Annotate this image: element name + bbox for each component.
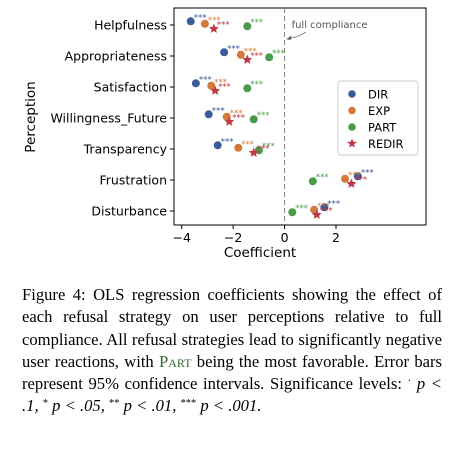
data-point <box>200 19 209 28</box>
significance-label: *** <box>212 106 225 116</box>
data-point <box>213 141 222 150</box>
data-point <box>236 50 245 59</box>
data-point <box>320 203 329 212</box>
data-point <box>243 22 252 31</box>
significance-label: *** <box>217 21 230 31</box>
annotation-arrow-head <box>286 35 292 40</box>
significance-label: *** <box>199 75 212 85</box>
significance-label: *** <box>316 173 329 183</box>
significance-label: *** <box>250 80 263 90</box>
data-point <box>242 54 253 64</box>
legend-marker <box>348 106 356 115</box>
series-exp: ********************* <box>200 16 361 214</box>
sig-level-2-text: p < .05, <box>52 396 109 416</box>
data-point <box>346 178 357 188</box>
data-point <box>249 115 258 124</box>
significance-label: *** <box>320 207 333 217</box>
significance-label: *** <box>250 18 263 28</box>
category-label: Willingness_Future <box>50 111 167 126</box>
series-part: ********************* <box>243 18 329 217</box>
data-point <box>224 116 235 126</box>
sig-level-3-text: p < .01, <box>123 396 181 416</box>
sig-level-2-mark: * <box>42 398 48 410</box>
significance-label: *** <box>257 145 270 155</box>
legend: DIR EXP PART REDIR <box>337 80 419 156</box>
data-point <box>186 17 195 26</box>
series-redir: ********************* <box>208 21 367 219</box>
x-tick-label: 0 <box>281 230 289 245</box>
significance-label: *** <box>208 16 221 26</box>
caption-text-1: OLS regression coefficients showing the … <box>22 285 442 371</box>
significance-label: *** <box>214 78 227 88</box>
x-axis-label: Coefficient <box>224 245 296 261</box>
caption-part-name: Part <box>159 351 192 371</box>
data-point <box>353 172 362 181</box>
x-tick-label: −4 <box>172 230 190 245</box>
caption-figure-label: Figure 4: <box>22 285 86 304</box>
legend-label: EXP <box>368 104 390 118</box>
data-point <box>210 85 221 95</box>
data-point <box>288 208 297 217</box>
significance-label: *** <box>244 47 257 57</box>
figure-caption: Figure 4: OLS regression coefficients sh… <box>22 284 442 418</box>
category-label: Transparency <box>83 142 168 157</box>
data-point <box>341 174 349 183</box>
category-label: Appropriateness <box>65 49 167 64</box>
plot-area: full compliance −4 −2 0 2 Helpfulness Appropri… <box>23 7 427 261</box>
data-point <box>191 79 200 88</box>
data-point <box>204 110 213 119</box>
significance-label: *** <box>272 49 285 59</box>
significance-label: *** <box>241 140 254 150</box>
significance-label: *** <box>295 204 308 214</box>
significance-label: *** <box>354 176 367 186</box>
data-point <box>234 143 243 152</box>
caption-text-2: being the most favorable. Error bars rep… <box>22 351 442 394</box>
significance-label: *** <box>230 109 243 119</box>
sig-level-4-mark: *** <box>180 398 197 410</box>
significance-label: *** <box>327 199 340 209</box>
sig-level-1-text: p < .1, <box>22 374 442 416</box>
sig-level-4-text: p < .001. <box>200 396 262 416</box>
legend-marker <box>348 90 356 98</box>
significance-label: *** <box>262 142 275 152</box>
data-point <box>207 81 216 90</box>
category-label: Helpfulness <box>94 18 167 33</box>
data-point <box>243 84 252 93</box>
data-point <box>220 48 229 57</box>
sig-level-3-mark: ** <box>109 398 120 410</box>
category-label: Frustration <box>100 173 168 188</box>
coefficient-chart: full compliance −4 −2 0 2 Helpfulness Appropri… <box>23 7 427 261</box>
x-tick-label: −2 <box>224 230 242 245</box>
full-compliance-label: full compliance <box>292 20 368 31</box>
legend-label: REDIR <box>368 137 404 151</box>
legend-marker <box>347 138 357 148</box>
data-point <box>248 147 259 157</box>
data-point <box>308 177 317 186</box>
significance-label: *** <box>221 137 234 147</box>
data-point <box>208 23 219 33</box>
data-point <box>265 53 274 62</box>
significance-label: *** <box>348 171 361 181</box>
significance-label: *** <box>361 168 374 178</box>
x-tick-label: 2 <box>332 230 340 245</box>
significance-label: *** <box>218 83 231 93</box>
series-dir: ********************* <box>186 13 374 212</box>
data-point <box>311 209 322 219</box>
y-axis-label: Perception <box>23 81 39 152</box>
legend-label: DIR <box>368 88 388 102</box>
legend-box <box>337 80 419 156</box>
significance-label: *** <box>194 13 207 23</box>
significance-label: *** <box>232 114 245 124</box>
category-label: Satisfaction <box>94 80 167 95</box>
significance-label: *** <box>317 202 330 212</box>
legend-label: PART <box>368 121 397 135</box>
significance-label: *** <box>227 44 240 54</box>
sig-level-1-mark: · <box>407 376 412 388</box>
plot-frame <box>173 7 427 226</box>
category-label: Disturbance <box>91 204 167 219</box>
significance-label: *** <box>257 111 270 121</box>
legend-marker <box>348 123 356 131</box>
significance-label: *** <box>250 52 263 62</box>
